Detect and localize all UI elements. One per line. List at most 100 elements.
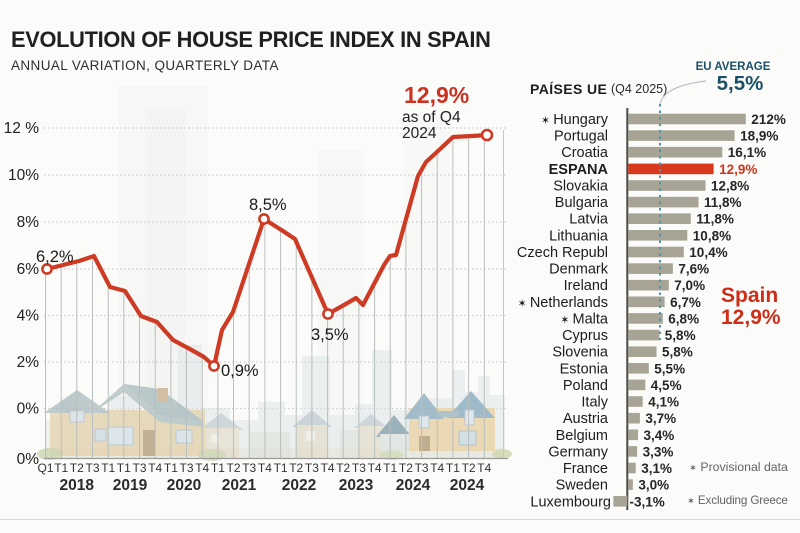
svg-text:T1: T1 xyxy=(383,461,397,475)
svg-text:Q1: Q1 xyxy=(37,461,53,475)
svg-text:as of Q4: as of Q4 xyxy=(402,109,461,126)
svg-text:T4: T4 xyxy=(430,461,444,475)
svg-text:Poland: Poland xyxy=(563,378,608,394)
svg-text:T1: T1 xyxy=(211,461,225,475)
svg-text:T3: T3 xyxy=(132,461,146,475)
svg-text:2019: 2019 xyxy=(113,477,148,494)
svg-text:Czech Republ: Czech Republ xyxy=(517,245,608,261)
svg-text:T3: T3 xyxy=(305,461,319,475)
svg-text:16,1%: 16,1% xyxy=(728,145,766,160)
svg-text:France: France xyxy=(563,461,608,477)
svg-text:✶ Malta: ✶ Malta xyxy=(560,311,609,327)
svg-text:2024: 2024 xyxy=(396,477,431,494)
svg-text:Estonia: Estonia xyxy=(560,361,609,377)
svg-text:3,1%: 3,1% xyxy=(641,461,672,476)
svg-text:Sweden: Sweden xyxy=(556,478,608,494)
svg-text:6%: 6% xyxy=(17,261,40,278)
svg-text:EU AVERAGE: EU AVERAGE xyxy=(696,61,771,73)
svg-text:T2: T2 xyxy=(226,461,240,475)
svg-text:0%: 0% xyxy=(17,451,40,468)
svg-text:6,7%: 6,7% xyxy=(670,295,701,310)
svg-text:4,5%: 4,5% xyxy=(651,378,682,393)
svg-text:5,8%: 5,8% xyxy=(662,345,693,360)
svg-text:T3: T3 xyxy=(415,461,429,475)
svg-text:Slovakia: Slovakia xyxy=(553,179,609,195)
svg-text:T3: T3 xyxy=(352,461,366,475)
svg-text:T4: T4 xyxy=(258,461,272,475)
svg-text:5,5%: 5,5% xyxy=(717,72,764,95)
svg-text:18,9%: 18,9% xyxy=(740,129,778,144)
svg-text:3,0%: 3,0% xyxy=(638,478,669,493)
svg-text:-3,1%: -3,1% xyxy=(630,494,665,509)
svg-text:T4: T4 xyxy=(368,461,382,475)
svg-text:T1: T1 xyxy=(446,461,460,475)
svg-text:6,8%: 6,8% xyxy=(668,311,699,326)
svg-text:✶ Hungary: ✶ Hungary xyxy=(541,112,609,128)
svg-text:T4: T4 xyxy=(477,461,491,475)
svg-text:2023: 2023 xyxy=(339,477,374,494)
svg-text:Bulgaria: Bulgaria xyxy=(555,195,609,211)
svg-text:PAÍSES UE: PAÍSES UE xyxy=(530,81,607,97)
svg-text:Latvia: Latvia xyxy=(569,212,609,228)
svg-text:212%: 212% xyxy=(751,112,786,127)
svg-text:T2: T2 xyxy=(399,461,413,475)
svg-text:0%: 0% xyxy=(17,401,40,418)
svg-text:✶ Provisional data: ✶ Provisional data xyxy=(689,460,788,474)
svg-text:T2: T2 xyxy=(336,461,350,475)
svg-text:2020: 2020 xyxy=(167,477,201,494)
svg-text:(Q4 2025): (Q4 2025) xyxy=(611,82,667,96)
svg-text:0,9%: 0,9% xyxy=(221,362,259,380)
svg-text:2021: 2021 xyxy=(222,477,257,494)
svg-text:12,9%: 12,9% xyxy=(721,306,781,329)
svg-text:Germany: Germany xyxy=(548,444,608,460)
svg-text:4%: 4% xyxy=(17,308,40,325)
svg-text:T2: T2 xyxy=(70,461,84,475)
svg-text:2022: 2022 xyxy=(282,477,316,494)
svg-text:8,5%: 8,5% xyxy=(249,196,287,214)
svg-text:12 %: 12 % xyxy=(4,120,40,137)
svg-text:T4: T4 xyxy=(195,461,209,475)
svg-text:Austria: Austria xyxy=(563,411,609,427)
svg-text:ESPANA: ESPANA xyxy=(549,162,609,178)
svg-text:5,5%: 5,5% xyxy=(654,361,685,376)
svg-text:Denmark: Denmark xyxy=(549,262,609,278)
svg-text:3,5%: 3,5% xyxy=(311,326,349,344)
svg-text:Luxembourg: Luxembourg xyxy=(530,494,611,510)
svg-text:11,8%: 11,8% xyxy=(704,195,742,210)
svg-text:T1: T1 xyxy=(101,461,115,475)
svg-text:6,2%: 6,2% xyxy=(36,248,74,266)
svg-text:7,0%: 7,0% xyxy=(674,278,705,293)
svg-text:7,6%: 7,6% xyxy=(678,262,709,277)
svg-text:Portugal: Portugal xyxy=(554,129,608,145)
svg-text:2024: 2024 xyxy=(450,477,485,494)
svg-text:8%: 8% xyxy=(17,214,40,231)
svg-text:T3: T3 xyxy=(85,461,99,475)
svg-text:Spain: Spain xyxy=(721,284,778,307)
svg-text:Ireland: Ireland xyxy=(564,278,608,294)
svg-text:10%: 10% xyxy=(8,167,39,184)
svg-text:Croatia: Croatia xyxy=(561,145,609,161)
svg-text:Belgium: Belgium xyxy=(556,428,608,444)
svg-text:T3: T3 xyxy=(179,461,193,475)
svg-text:11,8%: 11,8% xyxy=(696,212,734,227)
svg-text:12,9%: 12,9% xyxy=(404,82,469,108)
svg-text:12,9%: 12,9% xyxy=(719,162,757,177)
svg-text:T3: T3 xyxy=(242,461,256,475)
svg-text:✶ Excluding Greece: ✶ Excluding Greece xyxy=(687,494,788,507)
svg-text:T2: T2 xyxy=(462,461,476,475)
svg-text:3,3%: 3,3% xyxy=(643,444,674,459)
svg-text:2024: 2024 xyxy=(402,125,437,142)
svg-text:10,4%: 10,4% xyxy=(689,245,727,260)
svg-text:T1: T1 xyxy=(54,461,68,475)
svg-text:Italy: Italy xyxy=(581,395,608,411)
svg-text:3,7%: 3,7% xyxy=(645,411,676,426)
svg-text:3,4%: 3,4% xyxy=(644,428,675,443)
svg-text:T1: T1 xyxy=(274,461,288,475)
svg-text:Lithuania: Lithuania xyxy=(549,228,609,244)
svg-text:4,1%: 4,1% xyxy=(648,395,679,410)
svg-text:2018: 2018 xyxy=(59,477,94,494)
svg-text:2%: 2% xyxy=(17,354,40,371)
svg-text:✶ Netherlands: ✶ Netherlands xyxy=(518,295,608,311)
svg-text:T2: T2 xyxy=(289,461,303,475)
svg-text:12,8%: 12,8% xyxy=(711,179,749,194)
